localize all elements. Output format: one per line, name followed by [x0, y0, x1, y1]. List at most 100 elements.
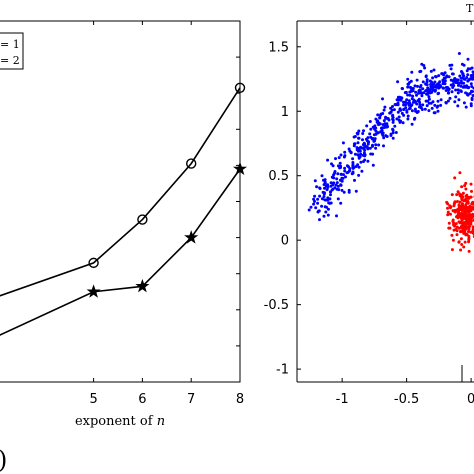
- blue-point: [341, 141, 345, 145]
- blue-point: [470, 98, 474, 102]
- blue-point: [393, 124, 397, 128]
- red-point: [463, 240, 467, 244]
- blue-point: [413, 84, 417, 88]
- red-point: [456, 190, 460, 194]
- blue-point: [431, 76, 435, 80]
- blue-point: [377, 143, 381, 147]
- blue-point: [379, 130, 383, 134]
- blue-point: [383, 105, 387, 109]
- blue-point: [384, 116, 388, 120]
- blue-point: [387, 118, 391, 122]
- red-point: [453, 200, 457, 204]
- blue-point: [446, 99, 450, 103]
- blue-point: [441, 86, 445, 90]
- star-marker: [135, 278, 150, 293]
- blue-point: [400, 87, 404, 90]
- blue-point: [447, 75, 451, 79]
- blue-point: [449, 78, 453, 82]
- y-tick-label: 1: [281, 105, 289, 120]
- blue-point: [403, 100, 407, 104]
- blue-point: [347, 190, 351, 194]
- blue-point: [411, 94, 415, 98]
- red-point: [448, 206, 452, 210]
- blue-point: [366, 142, 370, 146]
- blue-point: [371, 143, 374, 147]
- blue-point: [363, 148, 367, 152]
- red-point: [457, 220, 461, 224]
- blue-point: [471, 73, 474, 77]
- blue-point: [468, 92, 472, 95]
- blue-point: [335, 214, 338, 218]
- blue-point: [315, 185, 319, 189]
- blue-point: [361, 132, 365, 135]
- red-point: [458, 171, 462, 175]
- blue-point: [391, 127, 395, 131]
- blue-point: [425, 88, 428, 92]
- blue-point: [456, 104, 460, 108]
- blue-point: [316, 197, 320, 201]
- blue-point: [322, 192, 326, 196]
- blue-point: [368, 146, 372, 150]
- red-point: [463, 210, 466, 214]
- blue-point: [424, 82, 428, 86]
- blue-point: [425, 80, 429, 84]
- blue-point: [400, 96, 404, 100]
- blue-point: [452, 78, 456, 82]
- red-point: [457, 240, 461, 244]
- blue-point: [424, 99, 428, 103]
- blue-point: [397, 115, 401, 119]
- blue-point: [407, 99, 411, 103]
- blue-point: [397, 98, 401, 102]
- blue-point: [436, 109, 440, 113]
- blue-point: [458, 81, 461, 85]
- blue-point: [442, 73, 446, 77]
- red-point: [467, 240, 471, 244]
- blue-point: [403, 91, 407, 95]
- blue-point: [454, 88, 458, 92]
- blue-point: [352, 135, 356, 139]
- panel-label: ): [0, 446, 7, 474]
- blue-point: [338, 166, 342, 170]
- blue-point: [339, 201, 343, 205]
- red-point: [447, 226, 451, 230]
- blue-point: [436, 92, 440, 96]
- red-point: [449, 212, 452, 216]
- red-point: [450, 193, 454, 197]
- red-point: [446, 202, 450, 206]
- blue-point: [424, 75, 428, 79]
- y-tick-label: 0.5: [268, 169, 289, 184]
- blue-point: [365, 145, 369, 149]
- blue-point: [410, 103, 414, 107]
- blue-point: [371, 137, 375, 141]
- red-point: [453, 224, 457, 228]
- red-point: [459, 225, 463, 229]
- blue-point: [347, 169, 351, 173]
- blue-point: [369, 127, 373, 131]
- circle-marker: [234, 82, 246, 93]
- blue-point: [374, 146, 378, 150]
- blue-point: [385, 122, 389, 126]
- blue-point: [408, 101, 412, 105]
- red-point: [453, 176, 457, 180]
- blue-point: [422, 64, 426, 67]
- blue-point: [394, 131, 398, 134]
- blue-point: [351, 170, 355, 174]
- blue-point: [409, 79, 413, 83]
- red-point: [460, 230, 463, 233]
- blue-point: [453, 100, 457, 104]
- blue-point: [444, 86, 448, 89]
- blue-point: [471, 94, 474, 97]
- blue-point: [466, 57, 470, 61]
- blue-point: [385, 125, 389, 129]
- blue-point: [342, 190, 346, 194]
- red-point: [464, 217, 468, 221]
- blue-point: [416, 84, 419, 88]
- blue-point: [428, 90, 432, 94]
- x-tick-label: 0: [467, 392, 474, 407]
- blue-point: [357, 173, 361, 177]
- blue-point: [438, 80, 442, 84]
- y-tick-label: 1.5: [268, 40, 289, 55]
- blue-point: [352, 166, 356, 169]
- blue-point: [369, 152, 373, 156]
- red-point: [463, 229, 466, 232]
